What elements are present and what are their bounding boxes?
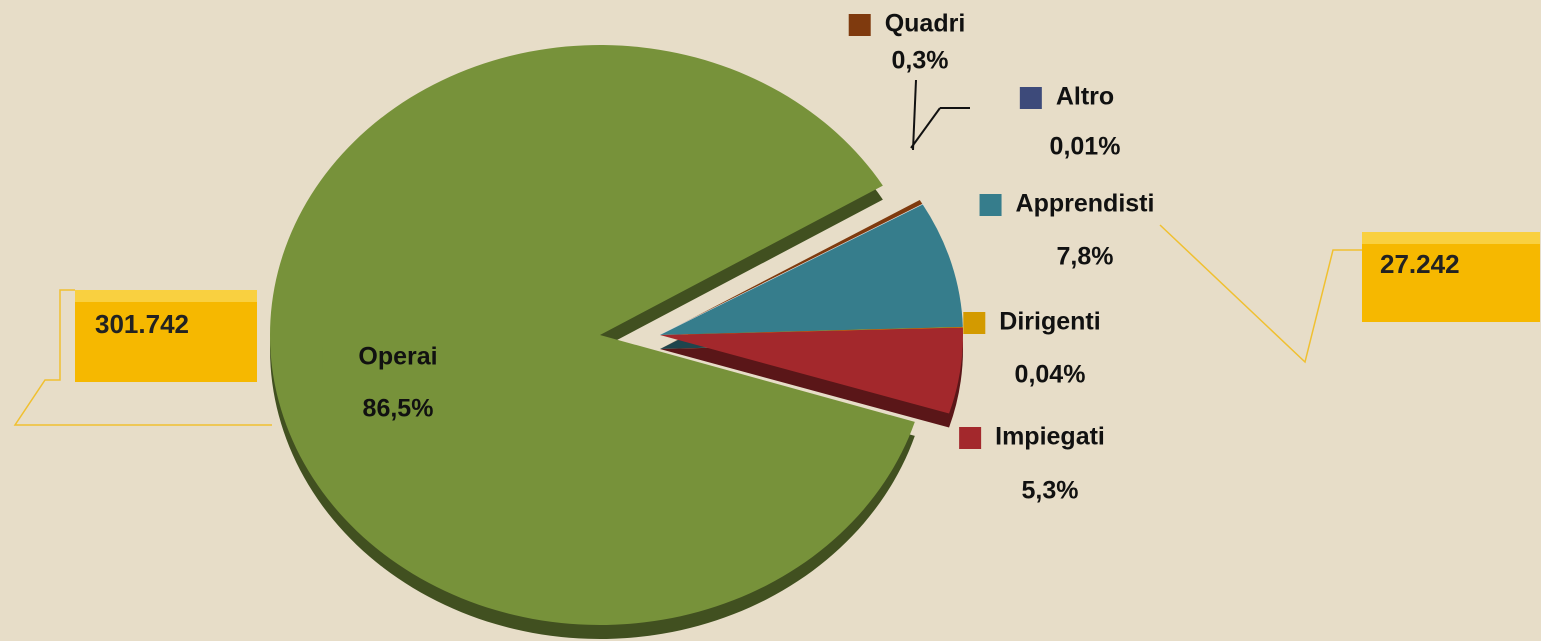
slice	[660, 204, 963, 335]
slice-label: Altro	[1056, 83, 1114, 111]
slice-label: Operai	[358, 343, 437, 371]
value-label: 0,3%	[892, 47, 949, 75]
value-label: 7,8%	[1057, 243, 1114, 271]
legend-swatch	[1019, 87, 1042, 109]
callout-left: 301.742	[13, 289, 272, 426]
value-label: 86,5%	[363, 395, 434, 423]
slice-label: Quadri	[885, 10, 966, 38]
slice-label: Dirigenti	[999, 308, 1100, 336]
slice	[270, 45, 915, 626]
callout-label: 301.742	[95, 309, 189, 339]
legend-swatch	[848, 14, 871, 36]
value-label: 0,04%	[1015, 361, 1086, 389]
slice-label: Impiegati	[995, 423, 1105, 451]
slice	[660, 327, 963, 414]
slice	[660, 200, 923, 335]
legend-swatch	[322, 347, 345, 369]
value-label: 0,01%	[1050, 133, 1121, 161]
value-label: 5,3%	[1022, 477, 1079, 505]
slice-label: Apprendisti	[1016, 190, 1155, 218]
legend-swatch	[963, 312, 986, 334]
pie	[270, 45, 963, 640]
callout-right: 27.242	[1159, 224, 1540, 364]
slice	[660, 326, 963, 335]
legend-swatch	[979, 194, 1002, 216]
callout-label: 27.242	[1380, 249, 1460, 279]
legend-swatch	[959, 427, 982, 449]
